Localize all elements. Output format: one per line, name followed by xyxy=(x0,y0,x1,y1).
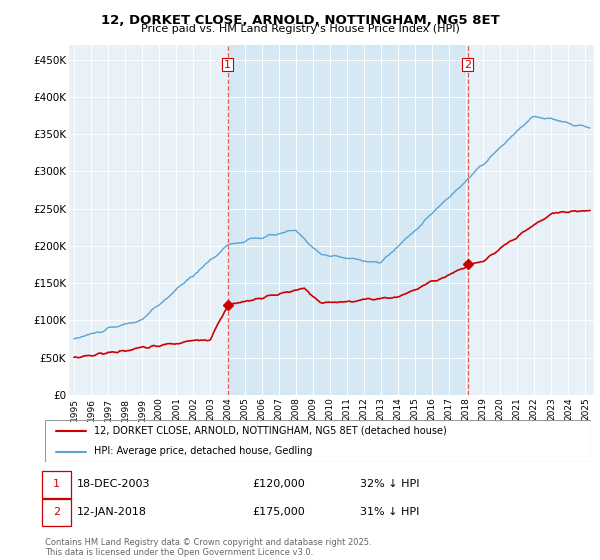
Text: 12-JAN-2018: 12-JAN-2018 xyxy=(77,507,147,517)
Text: 2: 2 xyxy=(53,507,60,517)
Text: Contains HM Land Registry data © Crown copyright and database right 2025.
This d: Contains HM Land Registry data © Crown c… xyxy=(45,538,371,557)
Text: £120,000: £120,000 xyxy=(252,479,305,489)
Text: 12, DORKET CLOSE, ARNOLD, NOTTINGHAM, NG5 8ET: 12, DORKET CLOSE, ARNOLD, NOTTINGHAM, NG… xyxy=(101,14,499,27)
Text: £175,000: £175,000 xyxy=(252,507,305,517)
Bar xyxy=(227,45,467,395)
Text: Price paid vs. HM Land Registry's House Price Index (HPI): Price paid vs. HM Land Registry's House … xyxy=(140,24,460,34)
Text: 1: 1 xyxy=(53,479,60,489)
Text: 12, DORKET CLOSE, ARNOLD, NOTTINGHAM, NG5 8ET (detached house): 12, DORKET CLOSE, ARNOLD, NOTTINGHAM, NG… xyxy=(94,426,447,436)
Text: 31% ↓ HPI: 31% ↓ HPI xyxy=(360,507,419,517)
Text: 18-DEC-2003: 18-DEC-2003 xyxy=(77,479,151,489)
Text: 1: 1 xyxy=(224,60,231,69)
Text: HPI: Average price, detached house, Gedling: HPI: Average price, detached house, Gedl… xyxy=(94,446,313,456)
Text: 32% ↓ HPI: 32% ↓ HPI xyxy=(360,479,419,489)
Text: 2: 2 xyxy=(464,60,471,69)
